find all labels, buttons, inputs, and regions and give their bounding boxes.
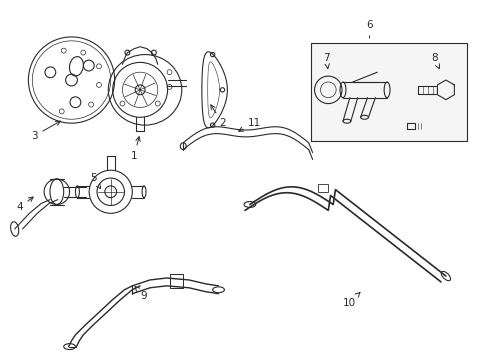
Text: 1: 1 [131,137,140,161]
Text: 10: 10 [343,292,359,307]
Bar [318,184,327,192]
Text: 7: 7 [323,53,329,68]
Text: 3: 3 [31,121,60,141]
Text: 9: 9 [135,287,147,301]
Bar [310,43,467,141]
Text: 5: 5 [90,173,101,189]
Bar [169,274,183,288]
Text: 8: 8 [430,53,439,69]
Text: 4: 4 [16,197,33,212]
Text: 11: 11 [238,118,261,131]
Text: 6: 6 [366,20,372,38]
Text: 2: 2 [210,105,225,128]
